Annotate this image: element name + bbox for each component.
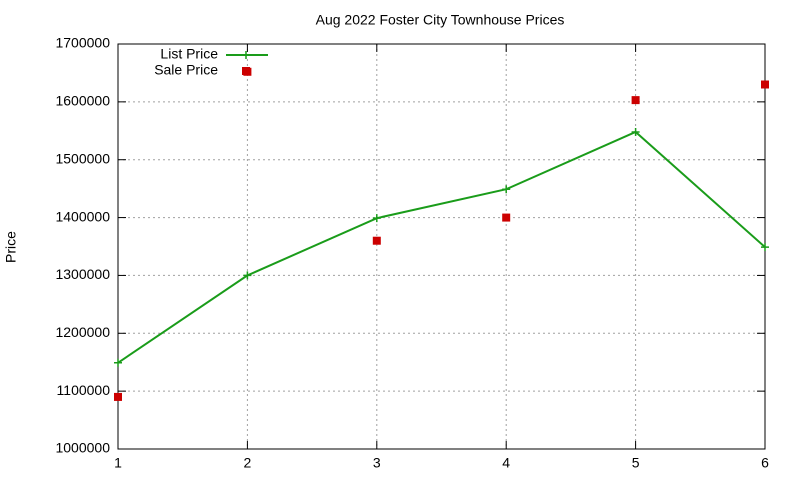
x-tick-label: 4	[502, 455, 510, 471]
series-line	[117, 130, 766, 364]
data-point	[761, 80, 769, 89]
y-tick-label: 1600000	[55, 93, 110, 109]
y-tick-label: 1400000	[55, 208, 110, 224]
y-tick-label: 1000000	[55, 440, 110, 456]
y-tick-label: 1500000	[55, 150, 110, 166]
data-point	[502, 213, 511, 222]
x-tick-label: 5	[632, 455, 640, 471]
y-tick-label: 1300000	[55, 266, 110, 282]
x-tick-label: 1	[114, 455, 122, 471]
data-point	[631, 127, 640, 136]
x-tick-label: 2	[244, 455, 252, 471]
data-point	[631, 96, 640, 105]
y-tick-label: 1100000	[57, 382, 111, 398]
y-tick-label: 1700000	[55, 35, 110, 51]
y-axis-label: Price	[3, 231, 19, 263]
data-point	[243, 271, 252, 280]
legend-label: Sale Price	[154, 62, 218, 78]
legend-label: List Price	[160, 46, 218, 62]
data-point	[372, 214, 381, 223]
data-point	[502, 185, 511, 194]
x-tick-label: 3	[373, 455, 381, 471]
data-point	[114, 358, 122, 367]
plot-border	[117, 43, 766, 450]
data-point	[761, 243, 769, 252]
data-point	[114, 392, 122, 401]
y-tick-label: 1200000	[55, 324, 110, 340]
chart-title: Aug 2022 Foster City Townhouse Prices	[316, 12, 565, 28]
x-tick-label: 6	[761, 455, 769, 471]
legend-swatch	[242, 67, 250, 75]
legend-swatch	[242, 51, 250, 59]
data-point	[372, 236, 381, 245]
